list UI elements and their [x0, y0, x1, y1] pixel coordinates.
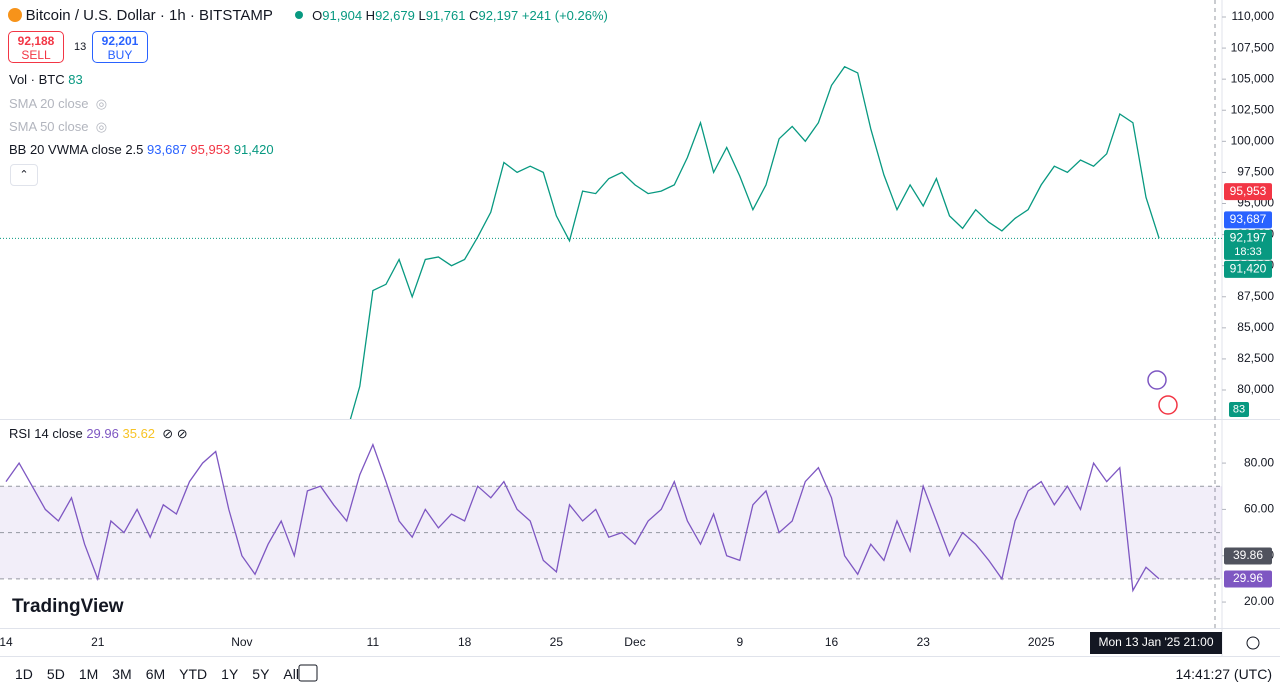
axis-tag — [1224, 211, 1272, 229]
axis-tag — [1224, 570, 1272, 588]
axis-tag-label: 91,420 — [1230, 262, 1267, 276]
x-tick-label: Dec — [624, 635, 645, 649]
legend-value: 95,953 — [190, 142, 231, 157]
legend-value: 93,687 — [147, 142, 187, 157]
axis-tag — [1224, 260, 1272, 278]
legend-sma50[interactable]: SMA 50 close ◎ — [9, 119, 108, 134]
y-tick-label: 20.00 — [1244, 594, 1274, 608]
legend-value: 35.62 — [122, 426, 156, 441]
ohlc-key: O — [312, 8, 323, 23]
y-tick-label: 110,000 — [1232, 9, 1275, 23]
x-tick-label: 9 — [736, 635, 743, 649]
legend-sma20[interactable]: SMA 20 close ◎ — [9, 96, 108, 111]
settings-icon[interactable] — [1246, 636, 1260, 650]
y-tick-label: 100,000 — [1231, 134, 1275, 148]
crosshair-time: Mon 13 Jan '25 21:00 — [1098, 635, 1213, 649]
axis-tag — [1224, 229, 1272, 260]
ohlc-key: C — [469, 8, 479, 23]
axis-tag-label: 39.86 — [1233, 548, 1263, 562]
range-button[interactable]: 1M — [78, 666, 99, 682]
legend-name: SMA 20 close — [9, 96, 89, 111]
sell-button[interactable]: 92,188 SELL — [8, 31, 64, 63]
spread: 13 — [74, 41, 87, 53]
x-tick-label: 16 — [825, 635, 839, 649]
axis-tag-label: 92,197 — [1230, 231, 1267, 245]
flag-icon[interactable] — [1158, 395, 1178, 415]
x-tick-label: 23 — [917, 635, 931, 649]
range-toolbar: 1D 5D 1M 3M 6M YTD 1Y 5Y All — [15, 666, 313, 682]
y-tick-label: 107,500 — [1231, 40, 1275, 54]
clock: 14:41:27 (UTC) — [1175, 666, 1272, 682]
x-tick-label: 2025 — [1028, 635, 1055, 649]
legend-value: 83 — [68, 72, 83, 87]
y-tick-label: 102,500 — [1231, 102, 1275, 116]
legend-value: 29.96 — [86, 426, 119, 441]
range-button[interactable]: 3M — [112, 666, 132, 682]
x-tick-label: 25 — [550, 635, 564, 649]
x-tick-label: Nov — [231, 635, 252, 649]
ohlc-value: 92,679 — [375, 8, 415, 23]
range-button[interactable]: All — [283, 666, 299, 682]
header: Bitcoin / U.S. Dollar · 1h · BITSTAMP O9… — [8, 7, 608, 24]
status-dot — [294, 11, 303, 19]
range-button[interactable]: 1Y — [221, 666, 239, 682]
x-tick-label: 11 — [367, 635, 380, 649]
axis-tag-label: 95,953 — [1230, 184, 1267, 198]
range-button[interactable]: 1D — [15, 666, 33, 682]
ohlc-value: 92,197 — [478, 8, 519, 23]
btc-icon — [8, 8, 22, 22]
logo: TradingView — [12, 596, 124, 617]
range-button[interactable]: 5D — [46, 666, 65, 682]
legend-name: BB 20 VWMA close 2.5 — [9, 142, 144, 157]
x-tick-label: 14 — [0, 635, 13, 649]
axis-tag-label: 29.96 — [1233, 571, 1263, 585]
event-icon[interactable] — [1147, 370, 1167, 390]
symbol: Bitcoin / U.S. Dollar · 1h · BITSTAMP — [25, 7, 273, 24]
range-button[interactable]: 5Y — [252, 666, 270, 682]
buy-button[interactable]: 92,201 BUY — [92, 31, 148, 63]
x-tick-label: 18 — [458, 635, 472, 649]
x-tick-label: 21 — [91, 635, 105, 649]
y-tick-label: 80,000 — [1237, 382, 1274, 396]
crosshair-time-box — [1090, 632, 1222, 654]
legend-volume: Vol · BTC 83 — [9, 72, 83, 87]
buy-price: 92,201 — [101, 34, 139, 48]
legend-name: Vol · BTC — [9, 72, 65, 87]
ohlc-value: 91,904 — [322, 8, 363, 23]
sell-price: 92,188 — [17, 34, 55, 48]
series-line — [349, 65, 1160, 419]
volume-tag: 83 — [1233, 403, 1245, 415]
y-tick-label: 82,500 — [1237, 351, 1274, 365]
countdown: 18:33 — [1234, 246, 1262, 258]
volume-tag-box — [1229, 402, 1249, 417]
axis-tag — [1224, 547, 1272, 565]
legend-name: RSI 14 close — [9, 426, 83, 441]
series-line — [5, 442, 1160, 593]
y-tick-label: 97,500 — [1237, 165, 1274, 179]
legend-value: 91,420 — [233, 142, 274, 157]
legend-bb: BB 20 VWMA close 2.5 93,687 95,953 91,42… — [9, 142, 274, 157]
y-tick-label: 80.00 — [1244, 455, 1274, 469]
y-tick-label: 87,500 — [1237, 289, 1274, 303]
range-button[interactable]: YTD — [179, 666, 208, 682]
legend-rsi: RSI 14 close 29.96 35.62 ⊘ ⊘ — [9, 426, 188, 441]
collapse-button[interactable]: ⌃ — [10, 164, 38, 186]
change: +241 (+0.26%) — [521, 8, 608, 23]
replay-icon[interactable] — [298, 664, 318, 682]
y-tick-label: 105,000 — [1231, 71, 1275, 85]
y-tick-label: 85,000 — [1237, 320, 1274, 334]
y-tick-label: 60.00 — [1244, 502, 1274, 516]
ohlc-key: L — [418, 8, 426, 23]
legend-name: SMA 50 close — [9, 119, 89, 134]
axis-tag-label: 93,687 — [1230, 212, 1267, 226]
buy-label: BUY — [107, 48, 133, 62]
ohlc-value: 91,761 — [425, 8, 466, 23]
ohlc-key: H — [365, 8, 376, 23]
sell-label: SELL — [21, 48, 51, 62]
range-button[interactable]: 6M — [145, 666, 166, 682]
axis-tag — [1224, 183, 1272, 201]
